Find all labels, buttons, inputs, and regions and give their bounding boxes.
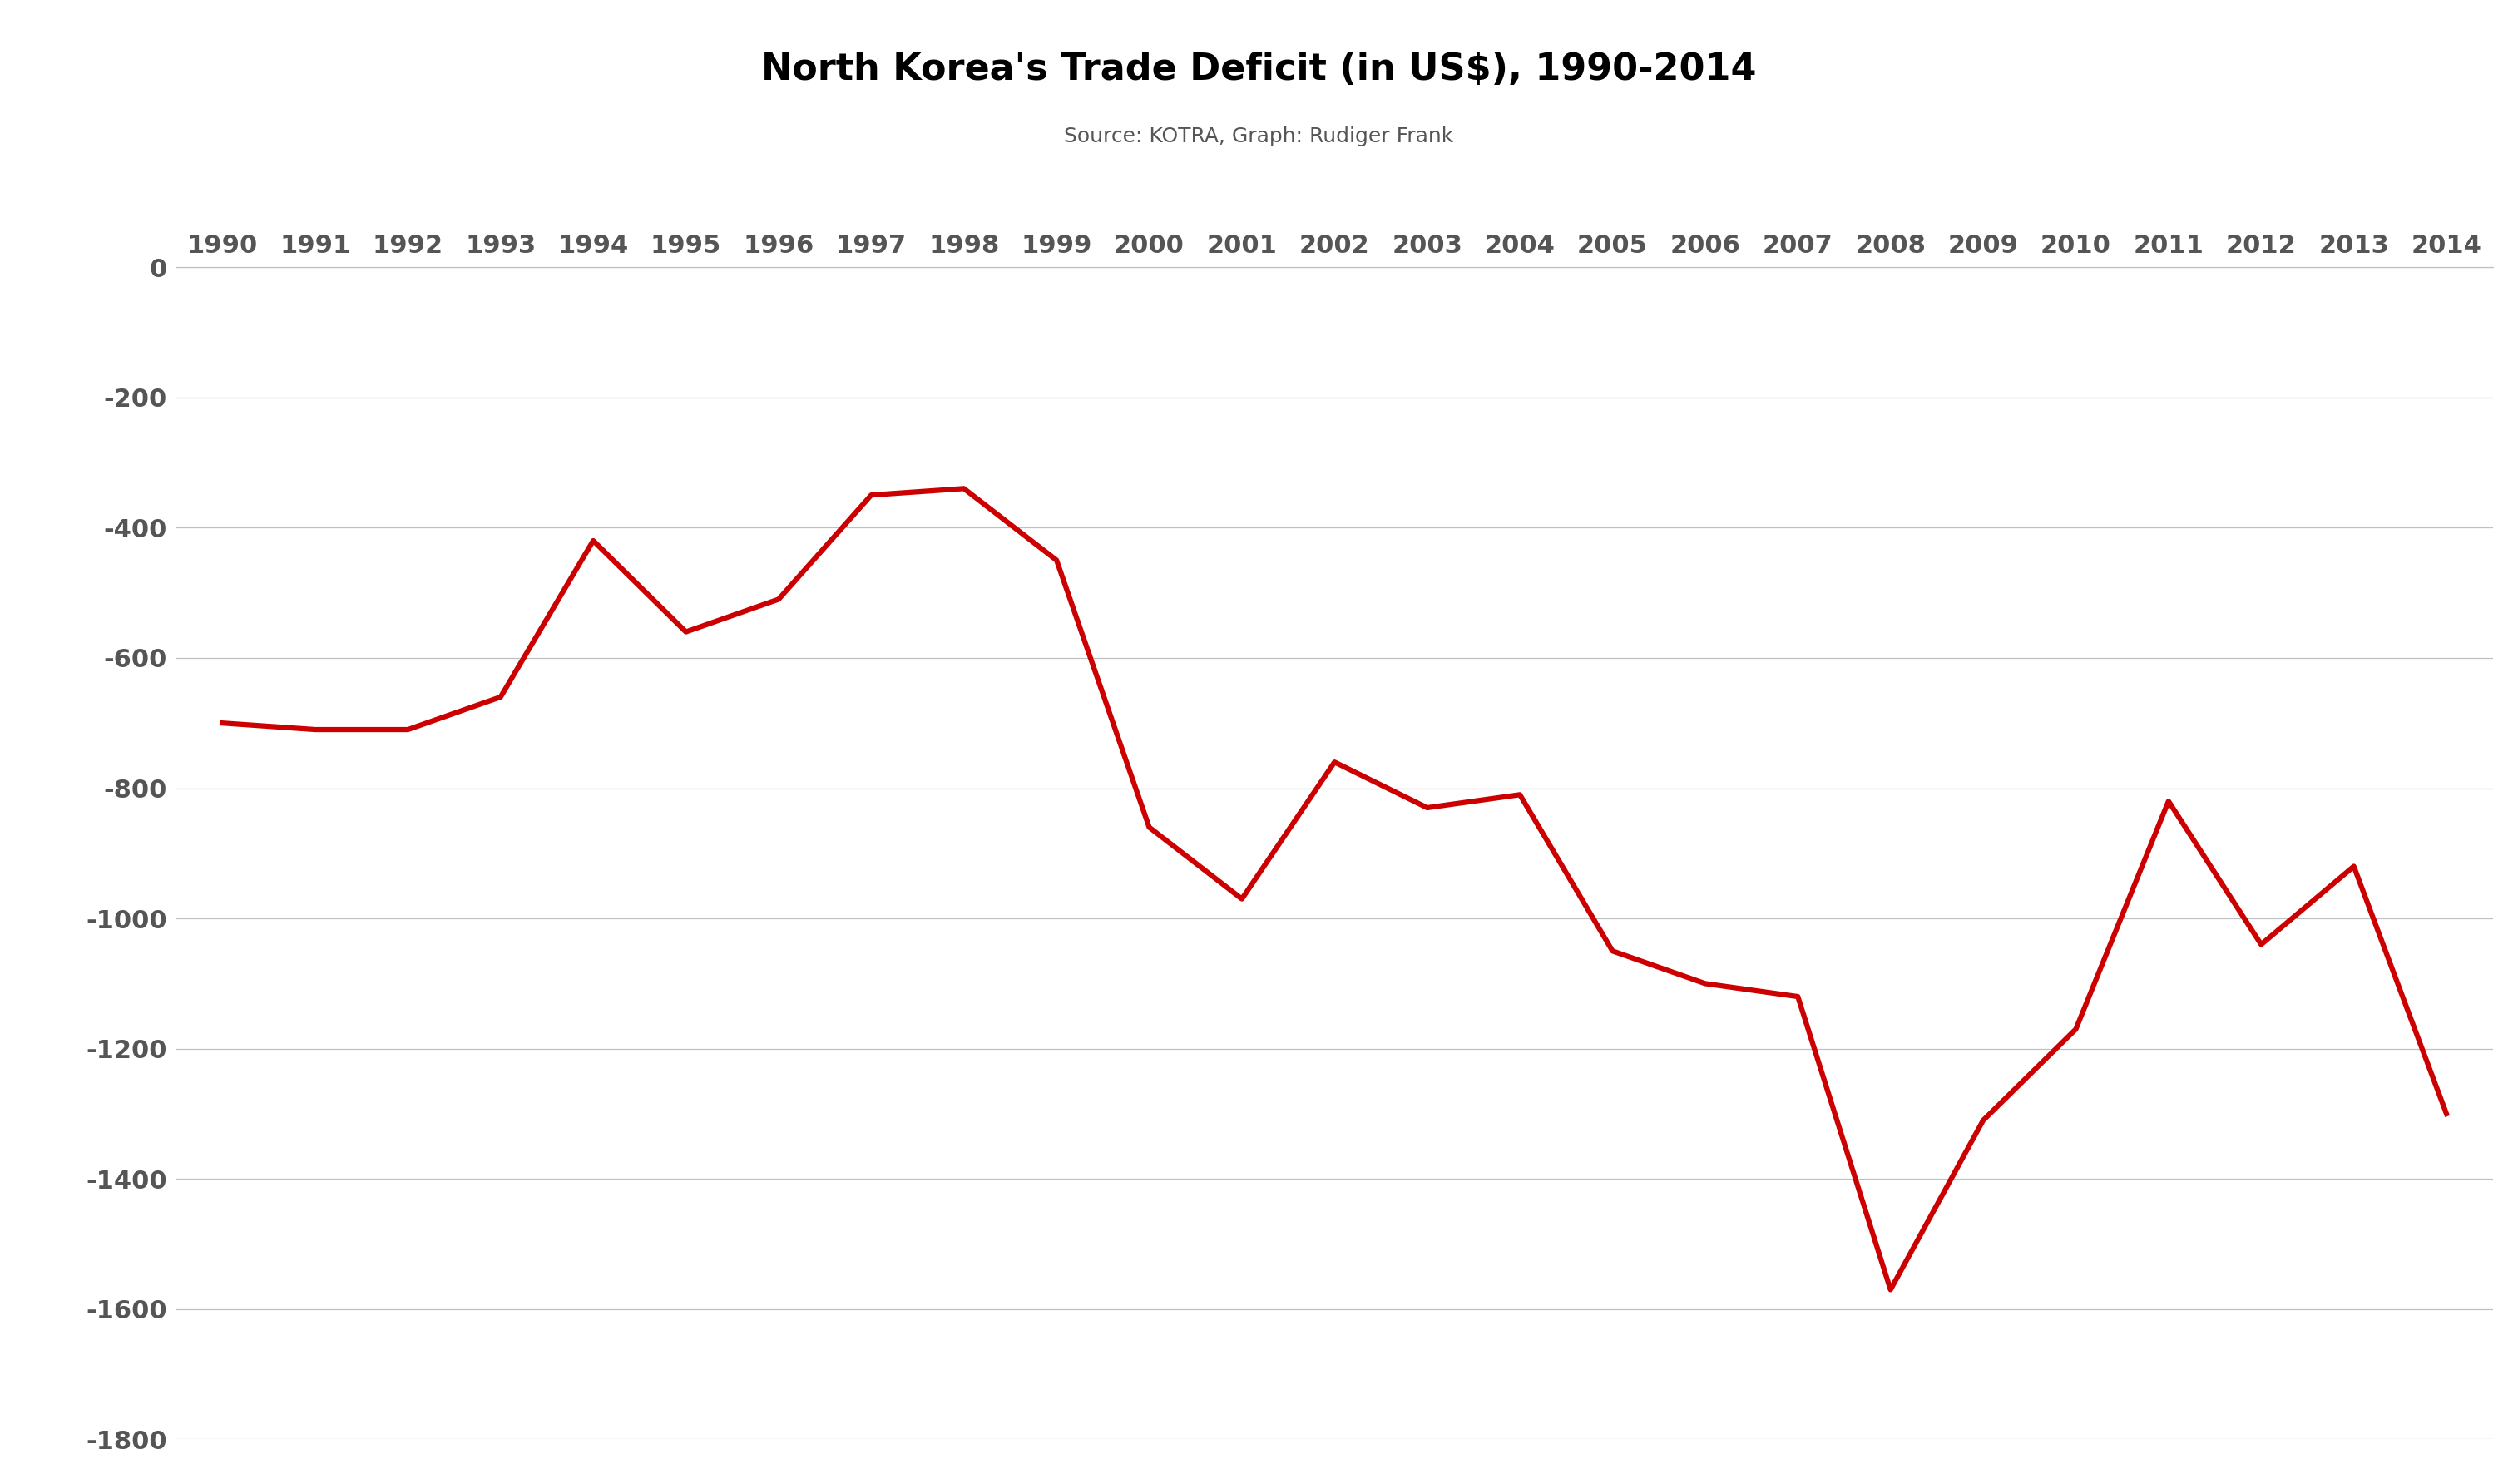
Text: Source: KOTRA, Graph: Rudiger Frank: Source: KOTRA, Graph: Rudiger Frank bbox=[1065, 126, 1453, 145]
Text: North Korea's Trade Deficit (in US$), 1990-2014: North Korea's Trade Deficit (in US$), 19… bbox=[760, 52, 1758, 88]
